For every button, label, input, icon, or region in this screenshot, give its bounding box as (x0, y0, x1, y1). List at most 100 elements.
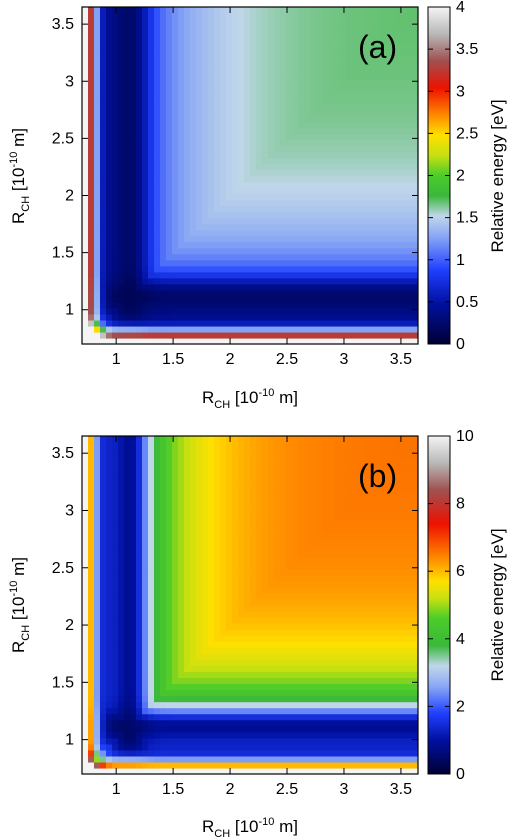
heatmap-cell (88, 496, 95, 503)
heatmap-cell (376, 331, 383, 339)
heatmap-cell (370, 187, 377, 195)
heatmap-cell (166, 91, 173, 98)
heatmap-cell (118, 253, 125, 261)
heatmap-cell (286, 325, 293, 333)
heatmap-cell (196, 283, 203, 291)
heatmap-cell (388, 187, 395, 195)
heatmap-cell (142, 442, 149, 449)
heatmap-cell (286, 289, 293, 297)
heatmap-cell (154, 313, 161, 321)
heatmap-cell (214, 169, 221, 177)
heatmap-cell (112, 205, 119, 213)
heatmap-cell (94, 199, 101, 207)
heatmap-cell (154, 235, 161, 243)
heatmap-cell (136, 109, 143, 116)
heatmap-cell (250, 211, 257, 219)
heatmap-cell (154, 91, 161, 98)
heatmap-cell (274, 73, 281, 80)
heatmap-cell (394, 97, 401, 104)
heatmap-cell (100, 301, 107, 309)
heatmap-cell (130, 472, 137, 479)
heatmap-cell (178, 538, 185, 546)
heatmap-cell (262, 629, 269, 636)
heatmap-cell (142, 49, 149, 56)
heatmap-cell (172, 109, 179, 116)
heatmap-cell (142, 689, 149, 697)
heatmap-cell (154, 635, 161, 642)
heatmap-cell (406, 91, 413, 98)
heatmap-cell (250, 472, 257, 479)
heatmap-cell (184, 319, 191, 327)
heatmap-cell (94, 695, 101, 703)
heatmap-cell (136, 496, 143, 503)
heatmap-cell (412, 223, 418, 231)
heatmap-cell (106, 749, 113, 757)
heatmap-cell (304, 145, 311, 153)
heatmap-cell (358, 205, 365, 213)
heatmap-cell (106, 115, 113, 122)
heatmap-cell (298, 7, 305, 14)
heatmap-cell (190, 193, 197, 201)
heatmap-cell (274, 247, 281, 255)
heatmap-cell (100, 647, 107, 654)
heatmap-cell (130, 127, 137, 134)
heatmap-cell (376, 229, 383, 237)
heatmap-cell (118, 544, 125, 552)
heatmap-cell (112, 247, 119, 255)
heatmap-cell (160, 683, 167, 691)
heatmap-cell (196, 442, 203, 449)
heatmap-cell (322, 319, 329, 327)
heatmap-cell (154, 641, 161, 648)
heatmap-cell (190, 767, 197, 774)
heatmap-cell (370, 271, 377, 279)
heatmap-cell (196, 7, 203, 14)
heatmap-cell (100, 617, 107, 624)
heatmap-cell (364, 283, 371, 291)
heatmap-cell (112, 611, 119, 618)
heatmap-cell (184, 193, 191, 201)
heatmap-cell (244, 653, 251, 660)
heatmap-cell (136, 187, 143, 195)
heatmap-cell (220, 442, 227, 449)
heatmap-cell (388, 229, 395, 237)
heatmap-cell (244, 701, 251, 709)
heatmap-cell (142, 544, 149, 552)
heatmap-cell (250, 85, 257, 92)
heatmap-cell (238, 719, 245, 727)
heatmap-cell (196, 707, 203, 715)
heatmap-cell (82, 223, 89, 231)
heatmap-cell (316, 253, 323, 261)
heatmap-cell (220, 598, 227, 606)
heatmap-cell (88, 647, 95, 654)
heatmap-cell (406, 265, 413, 273)
heatmap-cell (280, 175, 287, 183)
heatmap-cell (310, 103, 317, 110)
heatmap-cell (322, 217, 329, 225)
heatmap-cell (190, 253, 197, 261)
heatmap-cell (340, 55, 347, 62)
heatmap-cell (352, 199, 359, 207)
heatmap-cell (310, 109, 317, 116)
heatmap-cell (88, 713, 95, 721)
heatmap-cell (352, 49, 359, 56)
heatmap-cell (172, 677, 179, 685)
heatmap-cell (106, 592, 113, 600)
heatmap-cell (232, 67, 239, 74)
heatmap-cell (118, 502, 125, 510)
heatmap-cell (136, 665, 143, 672)
heatmap-cell (328, 7, 335, 14)
heatmap-cell (106, 13, 113, 20)
heatmap-cell (82, 295, 89, 303)
heatmap-cell (100, 502, 107, 510)
heatmap-cell (232, 695, 239, 703)
heatmap-cell (256, 151, 263, 159)
heatmap-cell (238, 139, 245, 147)
heatmap-cell (166, 97, 173, 104)
heatmap-cell (400, 217, 407, 225)
heatmap-cell (124, 562, 131, 570)
heatmap-cell (310, 7, 317, 14)
heatmap-cell (106, 25, 113, 32)
heatmap-cell (172, 611, 179, 618)
heatmap-cell (124, 127, 131, 134)
heatmap-cell (100, 31, 107, 38)
